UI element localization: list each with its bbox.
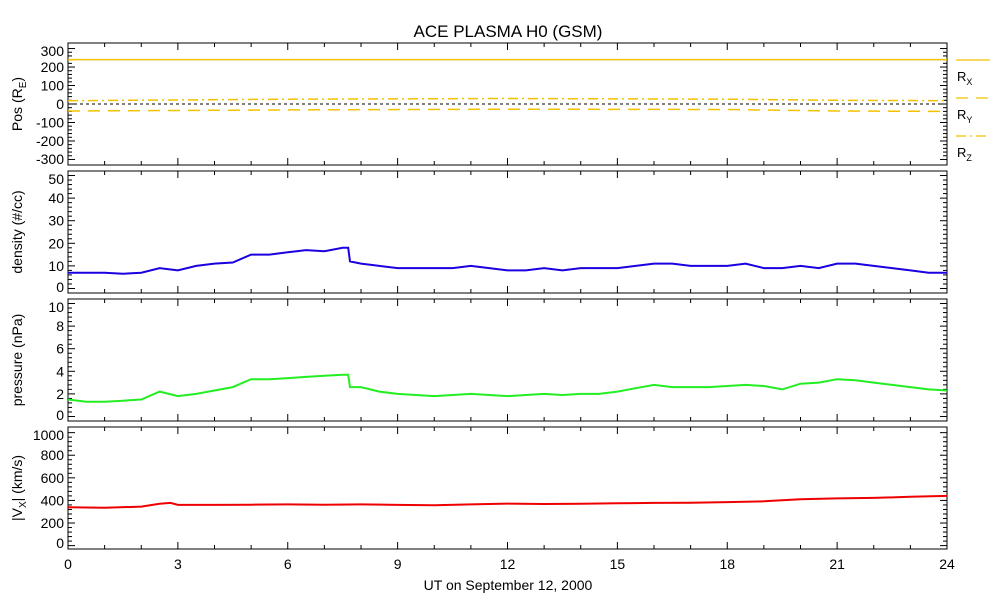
legend-label: RY <box>957 107 972 125</box>
y-tick-label: 20 <box>48 235 64 251</box>
panel-2: 10 8 6 4 2 0 pressure (nPa) <box>9 298 948 423</box>
y-axis-label: density (#/cc) <box>9 190 25 273</box>
y-tick-label: -300 <box>36 151 64 167</box>
y-tick-label: 4 <box>56 363 64 379</box>
y-tick-label: 40 <box>48 190 64 206</box>
x-tick-label: 9 <box>394 556 402 572</box>
x-tick-label: 15 <box>610 556 626 572</box>
panel-frame <box>67 298 948 422</box>
y-tick-label: 800 <box>41 447 65 463</box>
y-tick-label: 6 <box>56 341 64 357</box>
y-tick-label: 0 <box>56 535 64 551</box>
series-rz <box>67 97 948 102</box>
y-tick-label: 200 <box>41 59 65 75</box>
series-pressure <box>67 373 948 403</box>
y-axis-label: pressure (nPa) <box>9 314 25 407</box>
y-tick-label: 50 <box>48 171 64 187</box>
y-tick-label: 0 <box>56 407 64 423</box>
legend-label: RZ <box>957 145 972 163</box>
x-tick-label: 21 <box>829 556 845 572</box>
y-tick-label: 300 <box>41 43 65 59</box>
legend-label: RX <box>957 69 972 87</box>
chart-title: ACE PLASMA H0 (GSM) <box>414 22 603 41</box>
x-tick-label: 0 <box>64 556 72 572</box>
panel-frame <box>67 426 948 550</box>
x-tick-label: 3 <box>174 556 182 572</box>
y-tick-label: 10 <box>48 258 64 274</box>
y-tick-label: 0 <box>56 96 64 112</box>
y-tick-label: 400 <box>41 492 65 508</box>
y-tick-label: 100 <box>41 78 65 94</box>
x-tick-label: 24 <box>939 556 955 572</box>
y-tick-label: 0 <box>56 279 64 295</box>
x-tick-label: 18 <box>719 556 735 572</box>
y-axis-label: |VX| (km/s) <box>9 455 29 521</box>
x-tick-label: 12 <box>500 556 516 572</box>
y-tick-label: 30 <box>48 213 64 229</box>
series-ry <box>67 108 948 113</box>
y-tick-label: 8 <box>56 318 64 334</box>
x-tick-label: 6 <box>284 556 292 572</box>
x-axis-label: UT on September 12, 2000 <box>424 577 593 593</box>
y-tick-label: 10 <box>48 299 64 315</box>
y-tick-label: 200 <box>41 515 65 531</box>
panel-1: 50 40 30 20 10 0 density (#/cc) <box>9 170 948 295</box>
y-axis-label: Pos (RE) <box>9 77 29 131</box>
y-tick-label: -200 <box>36 133 64 149</box>
series-vx <box>67 494 948 509</box>
series-density <box>68 246 947 275</box>
y-tick-label: -100 <box>36 114 64 130</box>
panel-3: 1000 800 600 400 200 0 |VX| (km/s) 0 3 6 9 12 15 18 21… <box>9 426 955 572</box>
y-tick-label: 1000 <box>33 427 64 443</box>
panel-frame <box>67 170 948 294</box>
y-tick-label: 2 <box>56 386 64 402</box>
y-tick-label: 600 <box>41 470 65 486</box>
